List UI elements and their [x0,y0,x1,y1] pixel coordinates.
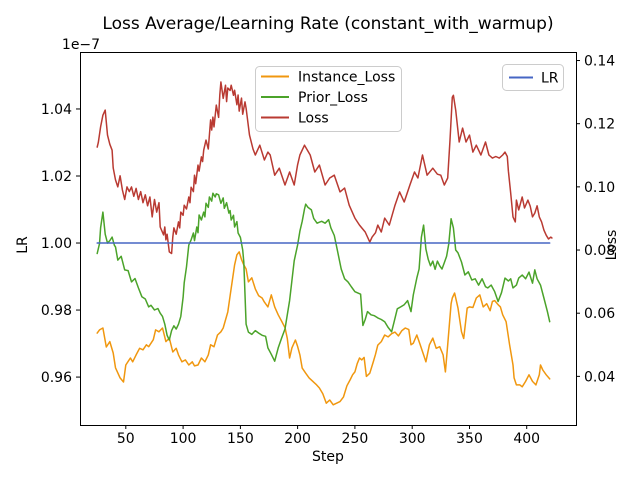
x-tick-label: 50 [117,431,135,447]
legend-lr: LR [502,64,564,91]
y-axis-offset-text: 1e−7 [62,37,100,53]
left-y-tick-label: 1.02 [41,169,72,185]
right-y-axis-label: Loss [604,230,620,261]
right-y-tick-label: 0.14 [584,54,615,70]
x-tick-label: 100 [170,431,197,447]
axes-frame [80,52,577,426]
legend-label-loss: Loss [298,111,329,127]
x-tick-label: 400 [513,431,540,447]
left-y-tick-label: 0.98 [41,303,72,319]
right-y-tick-label: 0.06 [584,306,615,322]
axes-ticks-group: 50 100 150 200 250 300 350 400 1.04 1.02 1.00 0.98 0… [41,54,615,447]
series-line-loss [96,81,553,255]
legend-label-prior-loss: Prior_Loss [298,90,368,106]
right-y-tick-label: 0.04 [584,369,615,385]
legend-losses: Instance_Loss Prior_Loss Loss [255,66,402,132]
x-tick-label: 350 [456,431,483,447]
legend-label-instance-loss: Instance_Loss [298,70,395,86]
right-y-tick-label: 0.08 [584,243,615,259]
plot-series-group [96,81,553,406]
x-tick-label: 250 [342,431,369,447]
left-y-tick-label: 0.96 [41,370,72,386]
legend-label-lr: LR [541,71,559,87]
chart-title: Loss Average/Learning Rate (constant_wit… [102,14,553,34]
series-line-prior_loss [96,192,551,362]
x-tick-label: 200 [284,431,311,447]
legend-losses-box [255,66,402,132]
x-tick-label: 300 [399,431,426,447]
x-axis-label: Step [312,449,344,465]
axes-frame-group [80,52,577,426]
x-tick-label: 150 [227,431,254,447]
left-y-tick-label: 1.04 [41,102,72,118]
series-line-instance_loss [96,251,551,406]
right-y-tick-label: 0.10 [584,180,615,196]
left-y-tick-label: 1.00 [41,236,72,252]
right-y-tick-label: 0.12 [584,117,615,133]
left-y-axis-label: LR [15,236,31,254]
